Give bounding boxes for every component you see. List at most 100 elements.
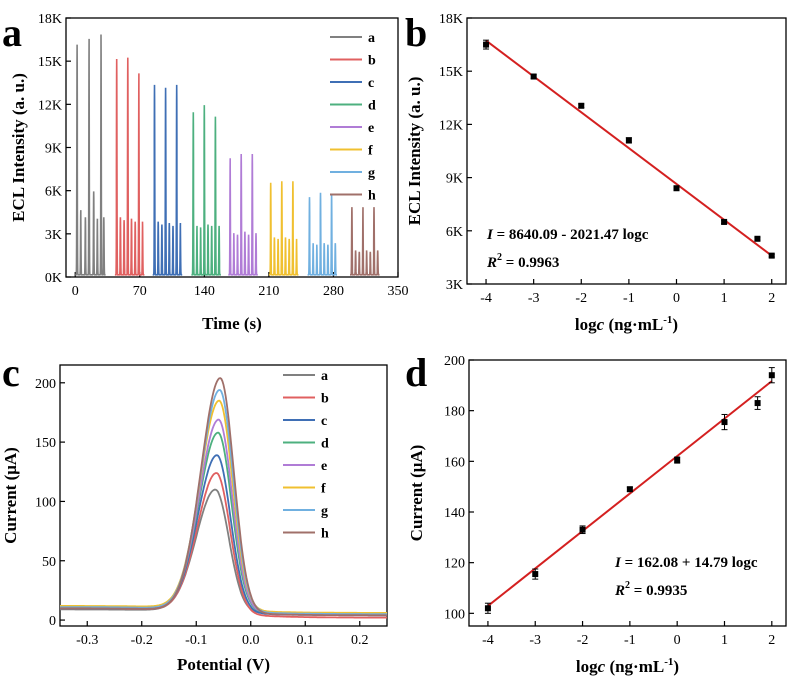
x-axis-title: Time (s) (202, 314, 262, 333)
data-point (721, 419, 728, 426)
data-point (625, 137, 632, 144)
legend-label-e: e (368, 121, 374, 136)
y-tick-label: 6K (446, 225, 463, 240)
data-point (673, 185, 680, 192)
data-point (768, 372, 775, 379)
y-tick-label: 120 (444, 557, 465, 572)
y-tick-label: 3K (45, 228, 62, 243)
panel-label-d: d (405, 350, 427, 395)
y-tick-label: 6K (45, 185, 62, 200)
series-curve-c (60, 454, 387, 617)
y-tick-label: 100 (35, 495, 56, 510)
x-tick-label: -4 (482, 633, 494, 648)
series-curve-b (60, 472, 387, 619)
x-tick-label: -1 (623, 291, 635, 306)
series-curve-h (60, 377, 387, 617)
y-tick-label: 160 (444, 455, 465, 470)
legend-label-d: d (321, 437, 329, 452)
series-line-a (75, 34, 106, 276)
series-line-e (228, 153, 258, 276)
x-tick-label: -0.2 (131, 633, 153, 648)
data-point (532, 571, 539, 578)
legend-label-c: c (321, 414, 327, 429)
series-curve-d (60, 431, 387, 615)
x-axis-title: logc (ng·mL-1) (576, 656, 679, 676)
x-axis-title: logc (ng·mL-1) (575, 314, 678, 334)
series-curve-a (60, 488, 387, 615)
x-tick-label: 0 (673, 291, 680, 306)
r-squared: R2 = 0.9935 (614, 580, 687, 599)
y-tick-label: 140 (444, 506, 465, 521)
x-tick-label: 350 (388, 284, 409, 299)
data-point (626, 486, 633, 493)
y-tick-label: 180 (444, 405, 465, 420)
x-tick-label: 0 (674, 633, 681, 648)
legend-label-b: b (321, 392, 329, 407)
data-point (721, 218, 728, 225)
legend-label-f: f (368, 144, 373, 159)
data-point (754, 400, 761, 407)
y-tick-label: 12K (38, 98, 62, 113)
data-point (674, 457, 681, 464)
y-tick-label: 9K (45, 142, 62, 157)
x-tick-label: 70 (133, 284, 147, 299)
y-axis-title: ECL Intensity (a. u.) (405, 77, 424, 226)
x-tick-label: 140 (194, 284, 215, 299)
x-tick-label: 280 (323, 284, 344, 299)
x-tick-label: 2 (768, 633, 775, 648)
x-axis-title: Potential (V) (177, 655, 270, 674)
data-point (578, 102, 585, 109)
data-point (579, 526, 586, 533)
x-tick-label: 1 (721, 633, 728, 648)
curves (60, 377, 387, 619)
x-tick-label: -2 (577, 633, 589, 648)
x-tick-label: 210 (258, 284, 279, 299)
x-tick-label: 2 (768, 291, 775, 306)
y-tick-label: 100 (444, 607, 465, 622)
series-curve-g (60, 389, 387, 615)
plot-frame (59, 364, 388, 627)
x-tick-label: -3 (528, 291, 540, 306)
panel-b: -4 -3 -2 -1 0 1 2 3K 6K 9K 12K 15K 18K I = 8640.09 - … (405, 12, 787, 334)
fit-equation: I = 162.08 + 14.79 logc (614, 555, 758, 571)
x-tick-label: 0.1 (297, 633, 315, 648)
series-line-c (152, 84, 183, 276)
y-axis-title: ECL Intensity (a. u.) (9, 73, 28, 222)
y-tick-label: 200 (35, 377, 56, 392)
y-tick-label: 15K (439, 65, 463, 80)
series-line-d (191, 105, 221, 276)
data-point (768, 252, 775, 259)
y-tick-label: 0 (49, 614, 56, 629)
series-curve-f (60, 399, 387, 614)
x-tick-label: 1 (721, 291, 728, 306)
plot-frame (468, 359, 787, 627)
legend-label-f: f (321, 482, 326, 497)
legend-label-g: g (368, 166, 375, 181)
y-axis-title: Current (μA) (1, 447, 20, 544)
plot-frame (466, 17, 787, 285)
x-tick-label: -3 (529, 633, 541, 648)
data-point (484, 605, 491, 612)
panel-label-a: a (2, 10, 22, 55)
data-point (483, 41, 490, 48)
y-tick-label: 15K (38, 55, 62, 70)
data-point (530, 73, 537, 80)
y-tick-label: 18K (38, 12, 62, 27)
legend-label-a: a (321, 369, 328, 384)
x-tick-label: 0.0 (242, 633, 260, 648)
x-tick-label: -2 (575, 291, 587, 306)
y-tick-label: 18K (439, 12, 463, 27)
legend-label-c: c (368, 76, 374, 91)
panel-label-c: c (2, 350, 20, 395)
series-line-g (307, 192, 337, 276)
y-tick-label: 50 (42, 555, 56, 570)
panel-c: -0.3 -0.2 -0.1 0.0 0.1 0.2 0 50 100 150 200 abcdefg… (1, 364, 388, 674)
series-line-h (350, 207, 380, 276)
y-axis-title: Current (μA) (407, 445, 426, 542)
x-tick-label: -0.3 (76, 633, 98, 648)
legend-label-d: d (368, 99, 376, 114)
y-tick-label: 150 (35, 436, 56, 451)
legend-label-g: g (321, 504, 328, 519)
series-curve-e (60, 418, 387, 615)
